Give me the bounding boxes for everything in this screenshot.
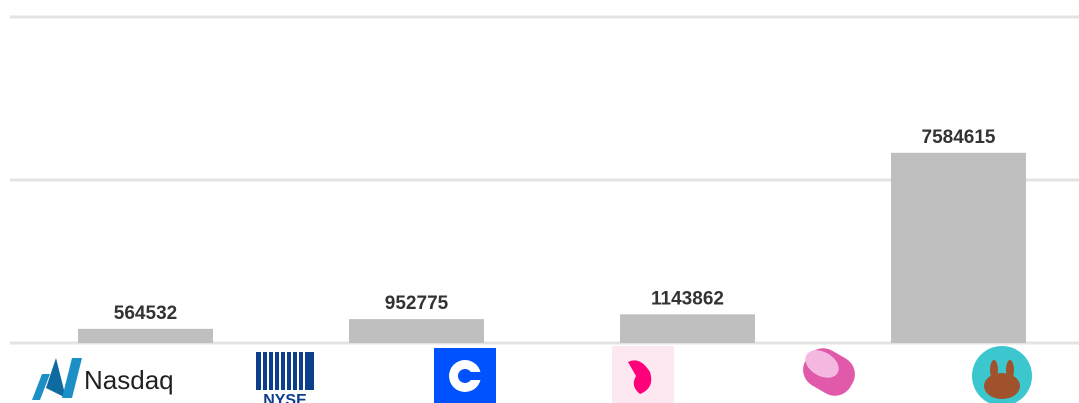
logo-text: Nasdaq [84,365,174,395]
pancakeswap-logo [972,346,1032,403]
value-label: 564532 [114,303,177,324]
coinbase-logo [434,348,496,403]
value-label: 952775 [385,293,449,314]
bar [891,152,1026,343]
bar [349,319,484,343]
logo-text: NYSE [263,392,307,403]
logos: Nasdaq NYSE [32,346,1032,403]
nasdaq-logo: Nasdaq [32,358,174,400]
sushi-logo [803,348,855,396]
uniswap-logo [612,346,674,403]
bar [620,314,755,343]
value-label: 7584615 [922,127,996,148]
bar [78,328,213,343]
value-label: 1143862 [651,288,724,309]
nyse-logo: NYSE [256,352,314,403]
